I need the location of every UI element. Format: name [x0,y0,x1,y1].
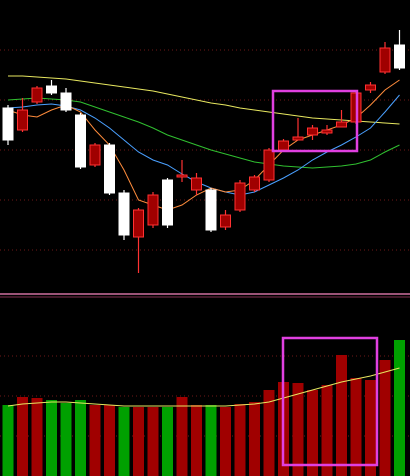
volume-bar [31,398,43,476]
volume-bar [118,407,130,476]
candle-body [220,214,231,228]
candle-body [104,144,115,194]
volume-bar [89,405,101,476]
moving-average-line [7,79,400,211]
volume-bar [263,390,275,476]
volume-bar [394,340,405,476]
moving-average-line [7,97,400,169]
candle-body [292,136,304,141]
candle-body [89,144,101,166]
moving-average-line [7,367,400,407]
candle-body [307,127,318,136]
volume-bar [234,404,246,476]
moving-average-line [8,75,400,125]
candle-body [336,121,347,128]
volume-bar [104,405,115,476]
candle-body [394,44,405,69]
volume-bar [336,355,347,476]
volume-bar [191,405,202,476]
highlight-box [271,89,359,153]
candle-body [278,140,289,151]
candle-body [321,129,333,134]
volume-bar [147,407,159,476]
volume-bar [205,405,217,476]
candle-body [118,192,130,236]
candle-body [31,87,43,103]
volume-bar [2,405,14,476]
volume-bar [307,390,318,476]
candle-body [162,179,173,226]
volume-bar [249,402,260,476]
volume-bar [60,403,72,476]
volume-bar [220,407,231,476]
candle-body [249,176,260,191]
volume-bar [176,397,188,476]
volume-bar [75,400,86,476]
candle-body [17,109,28,131]
candle-body [46,85,57,94]
candle-body [2,107,14,141]
volume-bar [46,400,57,476]
candle-body [147,194,159,226]
candle-body [234,182,246,211]
volume-bar [350,378,362,476]
candle-body [75,114,86,168]
volume-bar [292,383,304,476]
volume-bar [17,397,28,476]
highlight-box [281,336,379,467]
candle-body [60,92,72,111]
candle-body [379,47,391,73]
volume-bar [379,360,391,476]
candle-body [176,174,188,178]
candle-body [263,149,275,181]
candle-body [365,84,376,91]
volume-bar [365,380,376,476]
candle-body [191,177,202,191]
volume-bar [321,385,333,476]
volume-bar [133,407,144,476]
candle-body [133,209,144,238]
candle-body [205,189,217,231]
volume-bar [162,407,173,476]
